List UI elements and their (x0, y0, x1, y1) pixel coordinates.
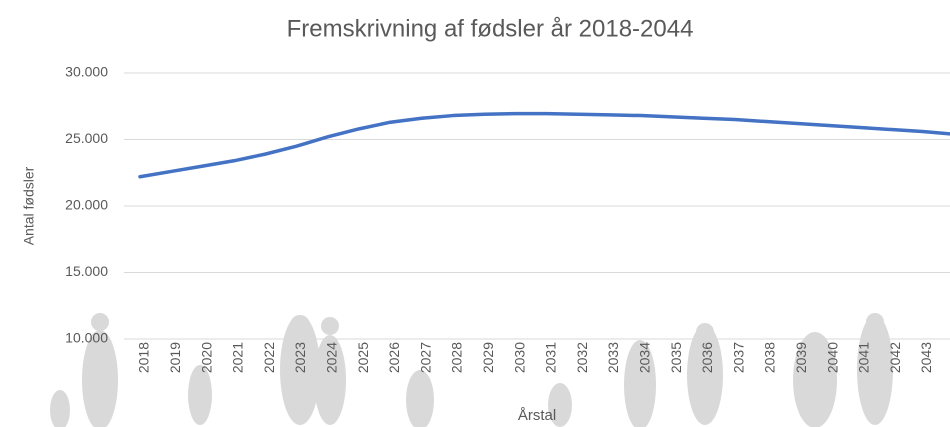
x-tick-label: 2040 (824, 342, 840, 373)
x-tick-label: 2019 (167, 342, 183, 373)
x-tick-label: 2023 (292, 342, 308, 373)
x-tick-label: 2042 (887, 342, 903, 373)
page: {"chart_data": {"type": "line", "title":… (0, 0, 950, 427)
x-tick-label: 2020 (198, 342, 214, 373)
x-tick-label: 2028 (449, 342, 465, 373)
x-tick-label: 2018 (136, 342, 152, 373)
x-tick-label: 2043 (918, 342, 934, 373)
y-axis-title: Antal fødsler (21, 166, 37, 245)
x-tick-label: 2022 (261, 342, 277, 373)
y-tick-label: 30.000 (65, 64, 108, 80)
x-tick-label: 2027 (417, 342, 433, 373)
x-tick-label: 2024 (324, 342, 340, 373)
x-axis-title: Årstal (518, 407, 556, 424)
x-tick-label: 2031 (543, 342, 559, 373)
y-tick-label: 10.000 (65, 330, 108, 346)
x-tick-label: 2035 (668, 342, 684, 373)
x-tick-label: 2036 (699, 342, 715, 373)
x-tick-label: 2041 (856, 342, 872, 373)
y-tick-label: 15.000 (65, 263, 108, 279)
x-tick-label: 2038 (762, 342, 778, 373)
x-tick-label: 2033 (605, 342, 621, 373)
x-tick-label: 2026 (386, 342, 402, 373)
x-tick-label: 2032 (574, 342, 590, 373)
x-tick-label: 2025 (355, 342, 371, 373)
y-tick-label: 25.000 (65, 130, 108, 146)
x-tick-label: 2029 (480, 342, 496, 373)
x-tick-label: 2021 (230, 342, 246, 373)
chart-title: Fremskrivning af fødsler år 2018-2044 (287, 15, 694, 42)
chart: Fremskrivning af fødsler år 2018-2044 An… (0, 0, 950, 427)
x-tick-label: 2030 (511, 342, 527, 373)
y-tick-label: 20.000 (65, 197, 108, 213)
x-tick-label: 2039 (793, 342, 809, 373)
line (140, 114, 950, 177)
x-tick-label: 2034 (637, 342, 653, 373)
x-tick-label: 2037 (730, 342, 746, 373)
